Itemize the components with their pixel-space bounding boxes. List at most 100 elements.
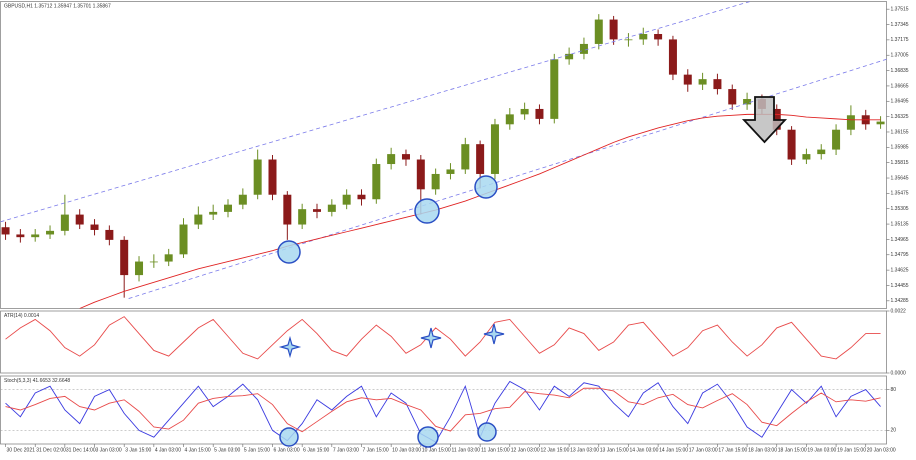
candle-body [387, 154, 396, 165]
x-tick-label: 6 Jan 03:00 [273, 447, 299, 453]
candle-body [431, 173, 440, 190]
candle-body [401, 154, 410, 160]
x-tick-label: 3 Jan 15:00 [125, 447, 151, 453]
y-tick-label: 1.35985 [891, 145, 909, 151]
stoch-panel [0, 375, 887, 445]
candle-body [668, 39, 677, 75]
candle-body [728, 89, 737, 105]
candle-body [817, 149, 826, 155]
candle-body [416, 159, 425, 190]
y-tick-label: 20 [891, 428, 897, 434]
atr-panel [0, 310, 887, 374]
y-tick-label: 1.37345 [891, 22, 909, 28]
y-tick-label: 1.34285 [891, 298, 909, 304]
candle-body [802, 154, 811, 160]
candle-body [90, 224, 99, 230]
y-tick-label: 1.37515 [891, 7, 909, 13]
panel-plot [5, 316, 881, 360]
y-tick-label: 1.35305 [891, 206, 909, 212]
candle-body [476, 144, 485, 174]
y-tick-label: 1.35815 [891, 160, 909, 166]
x-tick-label: 5 Jan 15:00 [244, 447, 270, 453]
y-tick-label: 1.34625 [891, 267, 909, 273]
candle-body [224, 204, 233, 212]
candle-body [120, 239, 129, 276]
series-line [5, 387, 881, 433]
x-tick-label: 7 Jan 03:00 [333, 447, 359, 453]
x-tick-label: 12 Jan 03:00 [511, 447, 540, 453]
down-arrow [741, 96, 788, 144]
candle-body [268, 159, 277, 195]
x-tick-label: 14 Jan 03:00 [629, 447, 658, 453]
y-tick-label: 80 [891, 387, 897, 393]
y-tick-label: 1.37005 [891, 53, 909, 59]
candle-body [105, 229, 114, 240]
price-panel [0, 1, 887, 309]
candle-body [609, 19, 618, 40]
highlight-circle [474, 175, 498, 199]
trend-line [0, 1, 751, 223]
plot-layer: GBPUSD,H1 1.35712 1.35947 1.35701 1.3586… [0, 1, 909, 453]
y-tick-label: 1.34965 [891, 237, 909, 243]
x-tick-label: 17 Jan 03:00 [689, 447, 718, 453]
candle-body [135, 261, 144, 276]
candle-body [624, 39, 633, 41]
y-tick-label: 0.0000 [891, 370, 907, 376]
x-tick-label: 13 Jan 03:00 [570, 447, 599, 453]
x-tick-label: 13 Jan 15:00 [600, 447, 629, 453]
y-tick-label: 0.0022 [891, 308, 907, 314]
candle-body [832, 129, 841, 150]
candle-body [490, 124, 499, 174]
candle-body [312, 209, 321, 212]
highlight-circle [277, 240, 301, 264]
candle-body [846, 115, 855, 130]
candle-body [698, 79, 707, 85]
candle-body [149, 261, 158, 263]
candle-body [550, 59, 559, 119]
x-tick-label: 5 Jan 03:00 [214, 447, 240, 453]
candle-body [372, 164, 381, 200]
candle-body [1, 227, 10, 235]
y-tick-label: 1.34455 [891, 283, 909, 289]
y-tick-label: 1.36665 [891, 83, 909, 89]
x-tick-label: 10 Jan 03:00 [392, 447, 421, 453]
candle-body [535, 108, 544, 119]
x-tick-label: 11 Jan 03:00 [451, 447, 480, 453]
x-tick-label: 7 Jan 15:00 [362, 447, 388, 453]
candle-body [357, 194, 366, 200]
panel-title: Stoch(5,3,3) 41.6653 32.6648 [4, 378, 70, 384]
x-tick-label: 19 Jan 15:00 [837, 447, 866, 453]
x-tick-label: 17 Jan 15:00 [718, 447, 747, 453]
panel-plot [0, 1, 887, 309]
x-tick-label: 6 Jan 15:00 [303, 447, 329, 453]
y-tick-label: 1.36835 [891, 68, 909, 74]
y-tick-label: 1.37175 [891, 37, 909, 43]
x-tick-label: 10 Jan 15:00 [422, 447, 451, 453]
candle-body [594, 19, 603, 44]
x-tick-label: 3 Jan 03:00 [96, 447, 122, 453]
candle-body [31, 234, 40, 238]
series-line [5, 316, 881, 360]
candle-body [876, 121, 885, 125]
candle-body [327, 204, 336, 212]
candle-body [253, 159, 262, 195]
highlight-circle [279, 427, 299, 447]
candle-body [298, 209, 307, 225]
y-tick-label: 1.36155 [891, 129, 909, 135]
x-tick-label: 18 Jan 15:00 [778, 447, 807, 453]
x-tick-label: 4 Jan 03:00 [155, 447, 181, 453]
candle-body [446, 169, 455, 174]
panel-title: GBPUSD,H1 1.35712 1.35947 1.35701 1.3586… [4, 3, 111, 9]
star-marker [483, 323, 505, 345]
candle-body [743, 99, 752, 105]
panel-title: ATR(14) 0.0014 [4, 313, 39, 319]
y-tick-label: 1.34795 [891, 252, 909, 258]
x-tick-label: 11 Jan 15:00 [481, 447, 510, 453]
candle-body [520, 108, 529, 115]
highlight-circle [477, 422, 497, 442]
star-marker [278, 335, 302, 359]
x-tick-label: 19 Jan 03:00 [807, 447, 836, 453]
candle-body [683, 74, 692, 85]
candle-body [209, 211, 218, 215]
